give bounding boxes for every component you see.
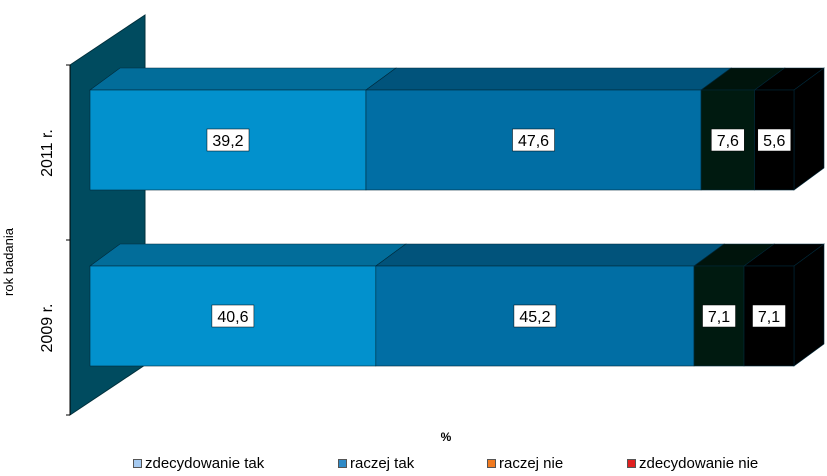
data-label: 47,6 <box>518 133 549 150</box>
category-label: 2011 r. <box>39 129 56 177</box>
category-labels: 2011 r. 2009 r. <box>39 129 56 352</box>
data-label: 7,6 <box>717 133 739 150</box>
legend: zdecydowanie tak raczej tak raczej nie zdec… <box>0 455 827 475</box>
data-label-box <box>512 128 555 152</box>
category-label: 2009 r. <box>39 304 56 353</box>
legend-item: zdecydowanie nie <box>627 455 758 472</box>
legend-item: zdecydowanie tak <box>133 455 264 472</box>
bar-top-face <box>89 243 407 267</box>
legend-swatch <box>133 459 142 468</box>
bar-segment <box>365 89 702 191</box>
data-label: 39,2 <box>212 133 243 150</box>
legend-item: raczej nie <box>487 455 563 472</box>
x-axis-title: % <box>441 430 452 444</box>
legend-label: raczej tak <box>350 455 415 472</box>
data-label: 7,1 <box>708 309 730 326</box>
data-label: 5,6 <box>763 133 785 150</box>
legend-label: raczej nie <box>499 455 564 472</box>
legend-swatch <box>627 459 636 468</box>
legend-label: zdecydowanie tak <box>145 455 265 472</box>
bar-top-face <box>89 67 397 91</box>
legend-label: zdecydowanie nie <box>639 455 759 472</box>
bar-top-face <box>365 67 732 91</box>
legend-item: raczej tak <box>338 455 414 472</box>
data-label: 7,1 <box>758 309 780 326</box>
data-label-box <box>702 304 736 328</box>
data-label: 45,2 <box>519 309 550 326</box>
data-label-box <box>513 304 557 328</box>
data-label-box <box>711 128 745 152</box>
data-label-box <box>757 128 792 152</box>
data-label-box <box>752 304 786 328</box>
bar-top-face <box>374 243 725 267</box>
data-label-box <box>211 304 255 328</box>
y-axis-title: rok badania <box>1 227 16 296</box>
data-label-box <box>206 128 250 152</box>
bars-layer: 39,2 47,6 7,6 5,6 40,6 45,2 7,1 7,1 <box>89 67 825 367</box>
legend-swatch <box>338 459 347 468</box>
legend-swatch <box>487 459 496 468</box>
data-label: 40,6 <box>217 309 248 326</box>
